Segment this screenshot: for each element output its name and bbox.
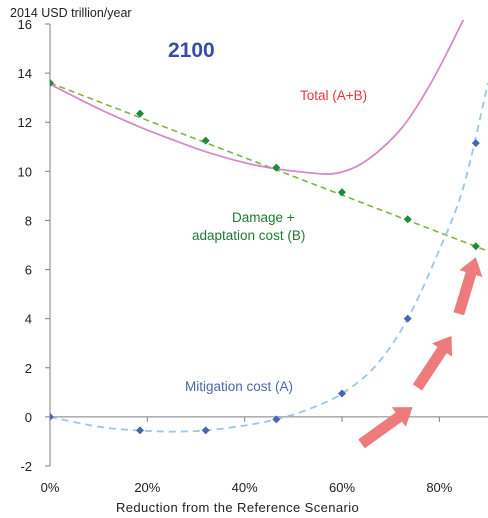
x-tick-label: 20% (134, 480, 160, 495)
y-tick-label: 6 (25, 263, 32, 278)
y-tick-label: 2 (25, 361, 32, 376)
y-tick-label: 14 (18, 66, 32, 81)
x-tick-label: 60% (329, 480, 355, 495)
series-label-damage-line1: Damage + (232, 210, 295, 225)
y-tick-label: 12 (18, 115, 32, 130)
y-tick-label: 0 (25, 410, 32, 425)
series-label-total: Total (A+B) (300, 88, 367, 103)
y-tick-label: 10 (18, 164, 32, 179)
x-tick-label: 0% (41, 480, 60, 495)
damage-point (338, 188, 346, 196)
arrows (358, 257, 482, 448)
series-label-mitigation: Mitigation cost (A) (185, 379, 293, 394)
y-ticks: -2 0 2 4 6 8 10 12 14 16 (18, 17, 50, 474)
y-axis: -2 0 2 4 6 8 10 12 14 16 (18, 17, 50, 474)
y-tick-label: -2 (20, 459, 32, 474)
trend-arrow (413, 336, 452, 391)
trend-arrow (358, 407, 412, 448)
y-tick-label: 16 (18, 17, 32, 32)
damage-point (404, 215, 412, 223)
series-label-damage-line2: adaptation cost (B) (192, 228, 305, 243)
mitigation-point (472, 139, 480, 147)
chart-title: 2100 (168, 39, 215, 62)
mitigation-point (404, 315, 412, 323)
x-tick-label: 40% (232, 480, 258, 495)
damage-point (202, 137, 210, 145)
trend-arrow (454, 257, 483, 315)
mitigation-point (136, 426, 144, 434)
x-axis: 0% 20% 40% 60% 80% (41, 417, 488, 495)
x-tick-label: 80% (426, 480, 452, 495)
damage-point (472, 242, 480, 250)
y-tick-label: 4 (25, 312, 32, 327)
total-curve (50, 19, 464, 174)
mitigation-point (202, 426, 210, 434)
y-tick-label: 8 (25, 213, 32, 228)
x-axis-title: Reduction from the Reference Scenario (116, 500, 359, 515)
